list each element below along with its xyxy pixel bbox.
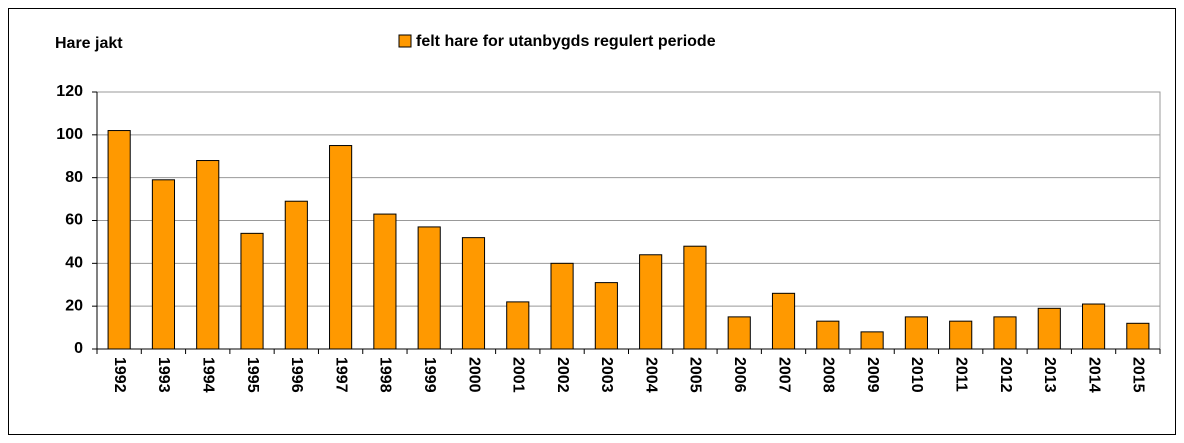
y-tick-label: 80 <box>65 169 83 186</box>
bar <box>771 292 796 350</box>
x-tick-label: 2012 <box>997 357 1014 393</box>
x-tick-label: 2005 <box>687 357 704 393</box>
bar <box>461 237 486 350</box>
bar <box>107 130 131 350</box>
x-tick-label: 1996 <box>288 357 305 393</box>
x-tick-label: 1995 <box>244 357 261 393</box>
x-tick-label: 2006 <box>731 357 748 393</box>
x-tick-label: 2013 <box>1041 357 1058 393</box>
y-tick-label: 100 <box>56 126 83 143</box>
x-tick-label: 1997 <box>332 357 349 393</box>
legend-swatch <box>398 34 412 48</box>
x-tick-label: 2003 <box>598 357 615 393</box>
x-tick-label: 2009 <box>864 357 881 393</box>
x-tick-label: 1993 <box>155 357 172 393</box>
legend-label: felt hare for utanbygds regulert periode <box>416 33 716 50</box>
bar <box>373 213 397 350</box>
x-tick-label: 2002 <box>554 357 571 393</box>
bar <box>240 232 264 350</box>
bar <box>284 200 308 350</box>
x-tick-label: 2015 <box>1130 357 1147 393</box>
bar <box>639 254 663 350</box>
bar <box>1126 322 1150 350</box>
x-tick-label: 1999 <box>421 357 438 393</box>
bar <box>329 145 353 350</box>
x-tick-label: 2010 <box>908 357 925 393</box>
x-tick-label: 2001 <box>510 357 527 393</box>
x-tick-label: 1994 <box>199 357 216 393</box>
bar <box>860 331 884 350</box>
bar <box>151 179 176 350</box>
bar <box>683 245 707 350</box>
bar <box>594 282 618 350</box>
x-tick-label: 2014 <box>1085 357 1102 393</box>
bar <box>1081 303 1106 350</box>
y-tick-label: 20 <box>65 297 83 314</box>
bar <box>816 320 840 350</box>
bar <box>727 316 751 350</box>
bar <box>1037 307 1061 350</box>
x-tick-label: 1998 <box>377 357 394 393</box>
x-tick-label: 2008 <box>820 357 837 393</box>
bar <box>506 301 530 350</box>
x-tick-label: 2007 <box>775 357 792 393</box>
bar <box>550 262 574 350</box>
x-tick-label: 2004 <box>642 357 659 393</box>
bar <box>904 316 928 350</box>
y-tick-label: 0 <box>74 340 83 357</box>
y-tick-label: 60 <box>65 212 83 229</box>
bar <box>417 226 441 350</box>
x-tick-label: 1992 <box>111 357 128 393</box>
y-tick-label: 40 <box>65 255 83 272</box>
y-tick-label: 120 <box>56 83 83 100</box>
x-tick-label: 2011 <box>952 357 969 392</box>
bar <box>949 320 973 350</box>
bar <box>993 316 1017 350</box>
chart-title: Hare jakt <box>55 35 123 52</box>
bar <box>196 160 220 350</box>
x-tick-label: 2000 <box>465 357 482 393</box>
